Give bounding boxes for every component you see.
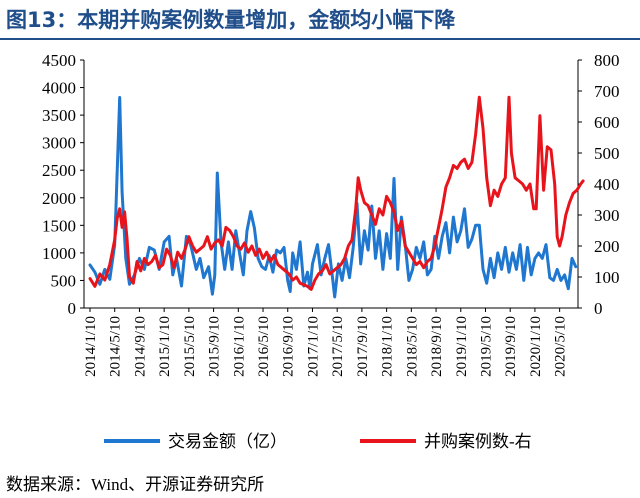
- left-tick-label: 1000: [42, 244, 76, 263]
- legend-label-deal-amount: 交易金额（亿）: [168, 432, 287, 451]
- x-tick-label: 2015/9/10: [207, 316, 223, 377]
- x-tick-label: 2015/5/10: [182, 316, 198, 377]
- x-tick-label: 2020/1/10: [528, 316, 544, 377]
- legend: 交易金额（亿） 并购案例数-右: [104, 432, 532, 451]
- left-tick-label: 4500: [42, 51, 76, 70]
- right-tick-label: 600: [594, 113, 620, 132]
- series-layer: [88, 95, 585, 299]
- series-line-deal-count: [88, 95, 585, 291]
- left-tick-label: 500: [51, 271, 77, 290]
- x-tick-label: 2016/9/10: [281, 316, 297, 377]
- right-tick-label: 400: [594, 175, 620, 194]
- x-tick-label: 2019/9/10: [503, 316, 519, 377]
- chart-title: 图13：本期并购案例数量增加，金额均小幅下降: [0, 0, 640, 40]
- left-tick-label: 2000: [42, 189, 76, 208]
- source-note: 数据来源：Wind、开源证券研究所: [6, 475, 265, 494]
- right-tick-label: 300: [594, 206, 620, 225]
- left-tick-label: 3000: [42, 134, 76, 153]
- x-tick-label: 2020/5/10: [553, 316, 569, 377]
- x-tick-label: 2018/1/10: [380, 316, 396, 377]
- right-tick-label: 700: [594, 82, 620, 101]
- axes-layer: 0 500 1000 1500 2000 2500 3000 3500 4000 4500 0 100…: [42, 51, 620, 377]
- x-tick-label: 2014/9/10: [132, 316, 148, 377]
- x-tick-label: 2014/5/10: [108, 316, 124, 377]
- right-tick-label: 800: [594, 51, 620, 70]
- left-tick-label: 2500: [42, 161, 76, 180]
- left-tick-label: 0: [68, 299, 77, 318]
- x-tick-label: 2019/1/10: [454, 316, 470, 377]
- left-tick-label: 1500: [42, 216, 76, 235]
- right-tick-label: 500: [594, 144, 620, 163]
- left-tick-label: 4000: [42, 79, 76, 98]
- left-tick-label: 3500: [42, 106, 76, 125]
- x-tick-label: 2017/1/10: [305, 316, 321, 377]
- x-tick-label: 2018/5/10: [404, 316, 420, 377]
- x-tick-label: 2018/9/10: [429, 316, 445, 377]
- right-tick-label: 200: [594, 237, 620, 256]
- x-tick-label: 2019/5/10: [478, 316, 494, 377]
- x-tick-label: 2017/9/10: [355, 316, 371, 377]
- right-tick-label: 0: [594, 299, 603, 318]
- x-tick-label: 2016/5/10: [256, 316, 272, 377]
- right-tick-label: 100: [594, 268, 620, 287]
- legend-label-deal-count: 并购案例数-右: [424, 432, 532, 451]
- x-tick-label: 2016/1/10: [231, 316, 247, 377]
- x-tick-label: 2017/5/10: [330, 316, 346, 377]
- series-line-deal-amount: [88, 96, 578, 299]
- chart-area: 0 500 1000 1500 2000 2500 3000 3500 4000 4500 0 100…: [42, 51, 620, 451]
- x-tick-label: 2014/1/10: [83, 316, 99, 377]
- x-tick-label: 2015/1/10: [157, 316, 173, 377]
